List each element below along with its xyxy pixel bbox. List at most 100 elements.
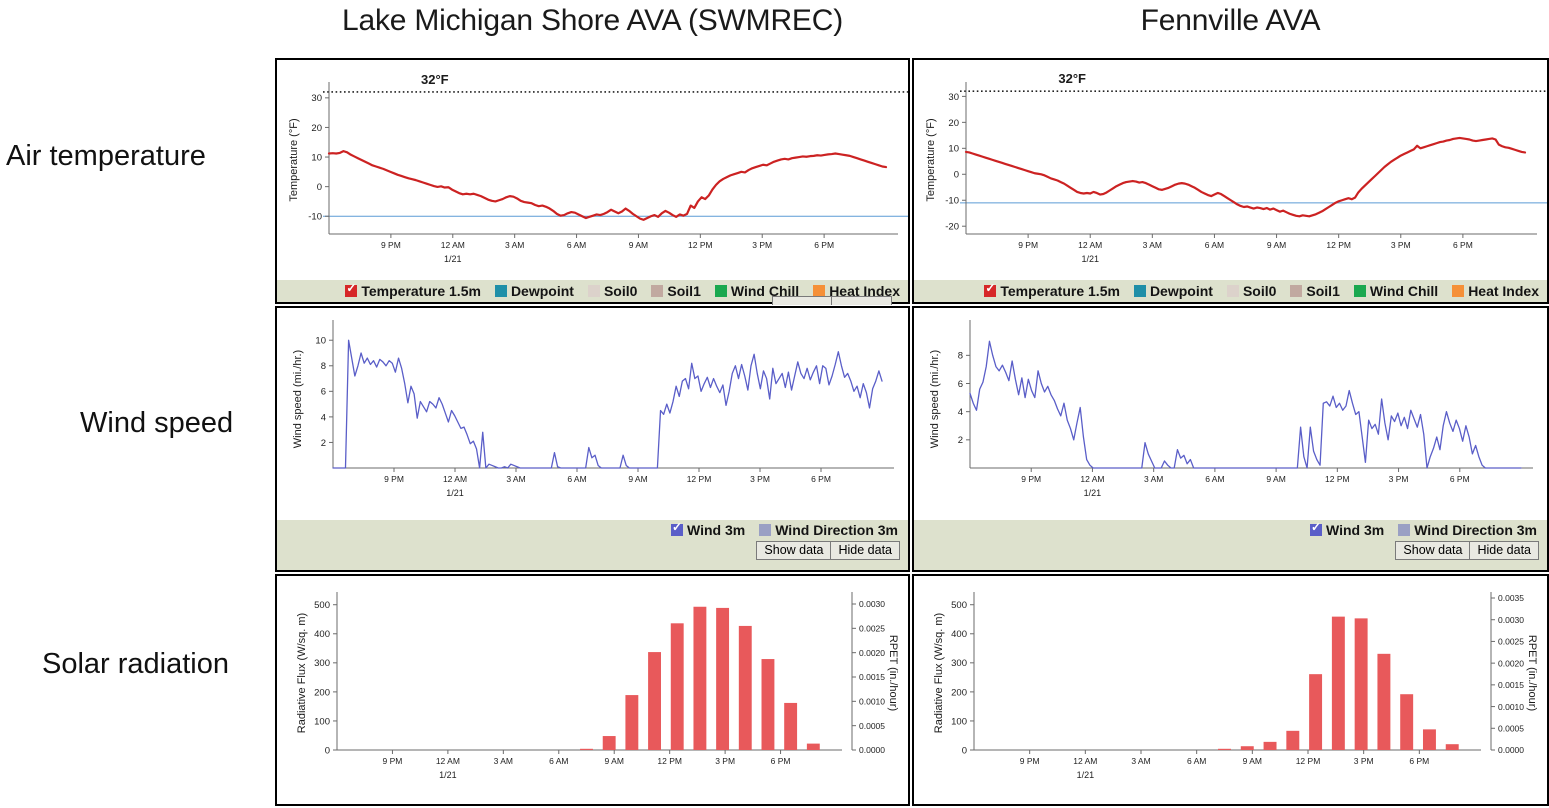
legend-item[interactable]: Dewpoint — [494, 283, 574, 299]
x-tick-label: 6 AM — [1205, 240, 1224, 250]
x-tick-label: 12 AM — [1078, 240, 1102, 250]
bar — [1286, 730, 1300, 750]
bar — [761, 659, 775, 750]
chart-solar-radiation-fennville[interactable]: 0 100 200 300 400 500 Radiative Flux (W/sq. m)… — [914, 576, 1547, 798]
panel-air-temperature-fennville: -20 -10 0 10 20 30 Temperature (°F) 9 PM 12 AM 1/… — [912, 58, 1549, 304]
y-tick-label: 10 — [311, 152, 322, 163]
legend-item[interactable]: Wind Direction 3m — [759, 522, 898, 538]
y-tick-label: 400 — [951, 629, 967, 640]
x-tick-label: 3 PM — [752, 240, 772, 250]
legend-item[interactable]: Wind Chill — [714, 283, 799, 299]
legend-color-swatch[interactable] — [1398, 524, 1411, 536]
y2-tick-label: 0.0030 — [1498, 615, 1524, 625]
legend-item[interactable]: Wind Direction 3m — [1398, 522, 1537, 538]
chart-solar-radiation-lake-michigan[interactable]: 0 100 200 300 400 500 Radiative Flux (W/sq. m)… — [277, 576, 908, 798]
legend-temperature-left: Temperature 1.5m Dewpoint Soil0 Soil1 Wind C… — [277, 280, 908, 302]
legend-color-swatch[interactable] — [651, 285, 664, 297]
legend-item[interactable]: Soil1 — [1290, 283, 1340, 299]
legend-color-swatch[interactable] — [587, 285, 600, 297]
legend-color-swatch[interactable] — [1290, 285, 1303, 297]
y-tick-label: 2 — [321, 438, 326, 449]
legend-item[interactable]: Temperature 1.5m — [984, 282, 1120, 299]
show-data-button[interactable]: Show data — [756, 541, 832, 560]
legend-color-swatch[interactable] — [1452, 285, 1465, 297]
legend-item[interactable]: Wind Chill — [1353, 283, 1439, 299]
bar — [1377, 653, 1391, 750]
y2-tick-label: 0.0020 — [859, 648, 885, 658]
legend-color-swatch[interactable] — [813, 285, 826, 297]
y-tick-label: -10 — [945, 196, 959, 207]
legend-color-swatch[interactable] — [1226, 285, 1239, 297]
show-data-button[interactable]: Show data — [1395, 541, 1471, 560]
y-tick-label: 100 — [951, 716, 967, 727]
y-tick-label: 0 — [317, 182, 322, 193]
legend-checkbox-checked-icon[interactable] — [1310, 521, 1322, 536]
hide-data-button[interactable]: Hide data — [831, 541, 900, 560]
column-title-fennville: Fennville AVA — [1140, 4, 1321, 37]
bar — [1309, 674, 1323, 750]
y-tick-label: 4 — [321, 412, 326, 423]
y-tick-label: 0 — [962, 745, 967, 756]
legend-checkbox-checked-icon[interactable] — [671, 521, 683, 536]
legend-color-swatch[interactable] — [1133, 285, 1146, 297]
x-tick-label: 3 PM — [1391, 240, 1411, 250]
ghost-hide-data-button[interactable] — [832, 296, 892, 305]
ghost-show-data-button[interactable] — [772, 296, 832, 305]
legend-checkbox-checked-icon[interactable] — [345, 282, 358, 297]
y-axis-title: Wind speed (mi./hr.) — [292, 350, 304, 448]
chart-air-temperature-lake-michigan[interactable]: -10 0 10 20 30 Temperature (°F) 9 PM 12 AM 1/21 3… — [277, 60, 908, 280]
y-axis-title: Radiative Flux (W/sq. m) — [296, 613, 308, 733]
legend-temperature-right: Temperature 1.5m Dewpoint Soil0 Soil1 Wind C… — [914, 280, 1547, 302]
chart-annotation: 32°F — [421, 72, 449, 87]
legend-item[interactable]: Soil0 — [1226, 283, 1277, 299]
x-tick-label: 6 PM — [814, 240, 834, 250]
chart-wind-speed-fennville[interactable]: 2 4 6 8 Wind speed (mi./hr.) 9 PM 12 AM 1/21 3 A… — [914, 308, 1547, 520]
y2-tick-label: 0.0030 — [859, 599, 885, 609]
chart-air-temperature-fennville[interactable]: -20 -10 0 10 20 30 Temperature (°F) 9 PM 12 AM 1/… — [914, 60, 1547, 280]
y2-tick-label: 0.0005 — [1498, 723, 1524, 733]
y-tick-label: 30 — [948, 92, 959, 103]
legend-color-swatch[interactable] — [494, 285, 507, 297]
bar — [806, 743, 820, 750]
legend-item[interactable]: Wind 3m — [1310, 521, 1384, 538]
legend-item-label: Soil0 — [1242, 283, 1277, 299]
x-tick-label: 6 AM — [1187, 756, 1206, 766]
legend-color-swatch[interactable] — [714, 285, 727, 297]
legend-item[interactable]: Soil1 — [651, 283, 701, 299]
data-series-line — [332, 339, 883, 469]
legend-item[interactable]: Dewpoint — [1133, 283, 1213, 299]
y-tick-label: 200 — [951, 687, 967, 698]
y-tick-label: 6 — [321, 387, 326, 398]
panel-solar-radiation-lake-michigan: 0 100 200 300 400 500 Radiative Flux (W/sq. m)… — [275, 574, 910, 806]
x-tick-label: 3 AM — [505, 240, 524, 250]
y2-tick-label: 0.0015 — [1498, 680, 1524, 690]
legend-item[interactable]: Wind 3m — [671, 521, 745, 538]
x-tick-label: 9 PM — [383, 756, 403, 766]
bar — [1218, 748, 1231, 750]
x-axis-date-label: 1/21 — [444, 254, 462, 264]
x-tick-label: 3 AM — [494, 756, 513, 766]
x-tick-label: 9 AM — [628, 474, 647, 484]
legend-color-swatch[interactable] — [759, 524, 772, 536]
legend-item[interactable]: Soil0 — [587, 283, 637, 299]
legend-color-swatch[interactable] — [1353, 285, 1366, 297]
bar — [1331, 616, 1345, 750]
x-tick-label: 3 PM — [715, 756, 735, 766]
legend-checkbox-checked-icon[interactable] — [984, 282, 997, 297]
y-tick-label: 8 — [958, 351, 963, 362]
y-tick-label: 200 — [314, 687, 330, 698]
x-tick-label: 6 PM — [1453, 240, 1473, 250]
legend-item-label: Wind Chill — [1369, 283, 1439, 299]
x-tick-label: 12 PM — [1325, 474, 1350, 484]
chart-svg: -10 0 10 20 30 Temperature (°F) 9 PM 12 AM 1/21 3… — [288, 72, 908, 264]
x-tick-label: 12 PM — [1296, 756, 1321, 766]
legend-item[interactable]: Heat Index — [813, 283, 900, 299]
legend-item[interactable]: Temperature 1.5m — [345, 282, 481, 299]
y2-tick-label: 0.0025 — [859, 624, 885, 634]
x-tick-label: 6 PM — [771, 756, 791, 766]
x-tick-label: 3 AM — [1143, 240, 1162, 250]
legend-item[interactable]: Heat Index — [1452, 283, 1539, 299]
chart-wind-speed-lake-michigan[interactable]: 2 4 6 8 10 Wind speed (mi./hr.) 9 PM 12 AM 1/21 3… — [277, 308, 908, 520]
x-tick-label: 3 PM — [1354, 756, 1374, 766]
hide-data-button[interactable]: Hide data — [1470, 541, 1539, 560]
